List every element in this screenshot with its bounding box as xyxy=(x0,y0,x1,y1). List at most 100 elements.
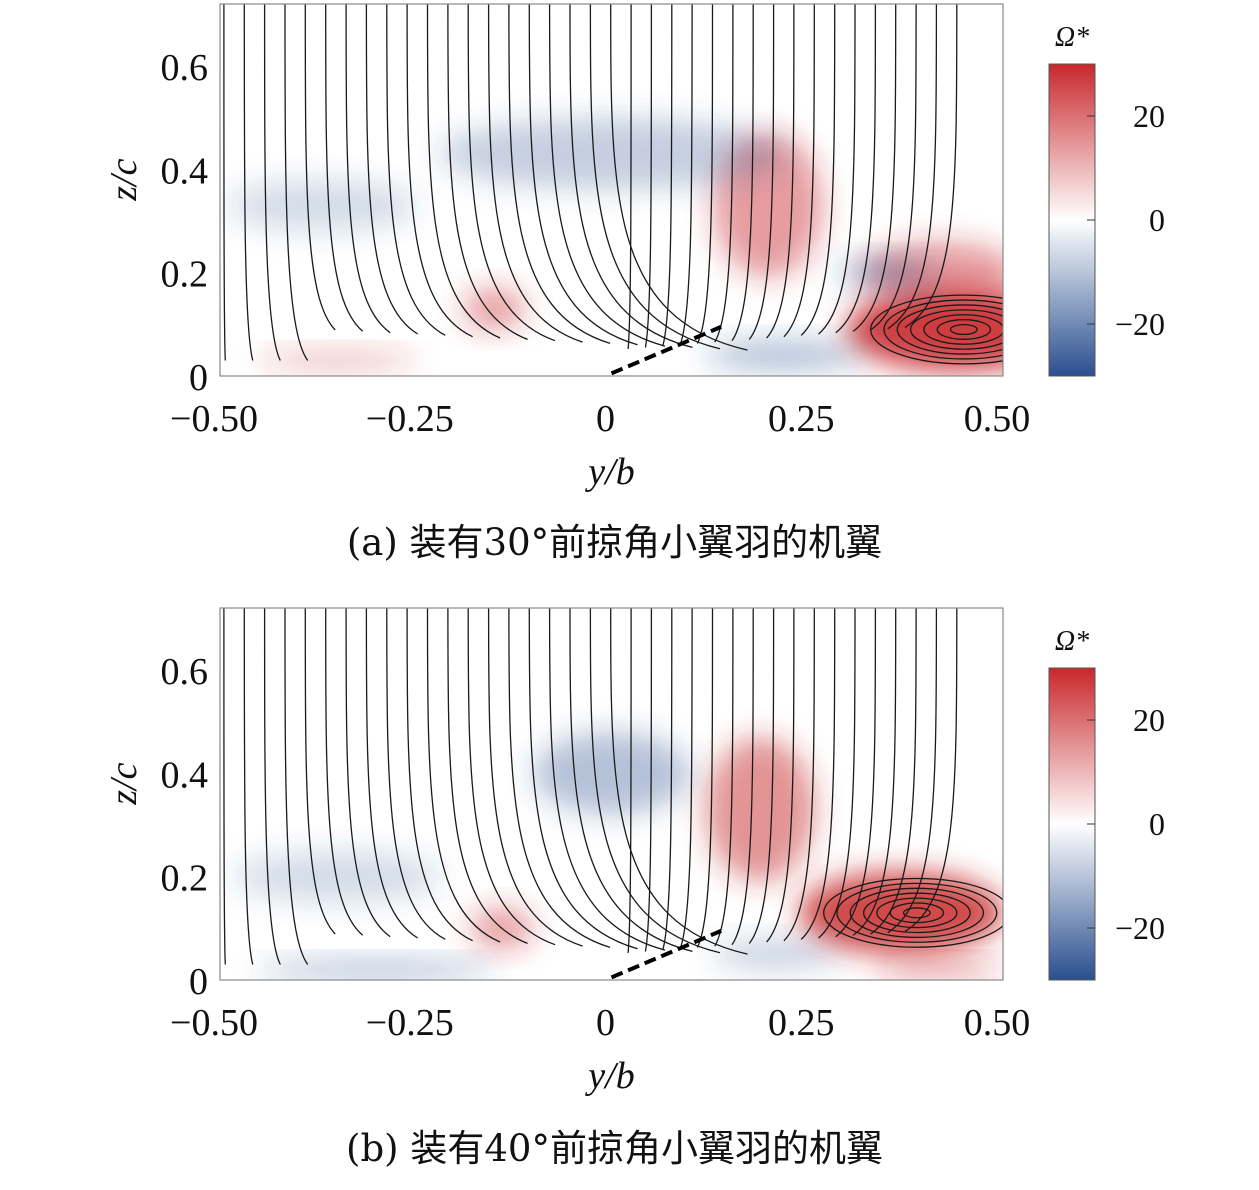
streamline-17 xyxy=(548,608,666,951)
streamline-36 xyxy=(887,608,938,934)
streamline-35 xyxy=(870,608,917,935)
y-tick-label-3: 0.4 xyxy=(161,150,209,192)
x-tick-label-1: −0.50 xyxy=(170,398,258,440)
streamline-2 xyxy=(243,4,254,361)
colorbar-tick-label-3: 20 xyxy=(1133,98,1165,134)
alula-trace xyxy=(610,929,722,980)
vortex-ring-1 xyxy=(949,323,978,336)
x-tick-label-2: −0.25 xyxy=(366,1002,454,1044)
streamlines xyxy=(223,608,1003,980)
streamline-24 xyxy=(679,4,693,346)
streamline-25 xyxy=(696,608,714,948)
streamline-18 xyxy=(569,4,693,349)
streamline-22 xyxy=(644,4,653,348)
streamline-13 xyxy=(467,608,556,946)
streamline-2 xyxy=(243,608,254,965)
y-tick-label-4: 0.6 xyxy=(161,47,209,89)
vortex-ring-5 xyxy=(849,887,985,939)
streamline-6 xyxy=(325,4,364,332)
y-tick-label-4: 0.6 xyxy=(161,651,209,693)
streamline-28 xyxy=(748,4,775,340)
streamline-37 xyxy=(904,608,958,932)
streamline-13 xyxy=(467,4,556,342)
streamlines xyxy=(223,4,1003,376)
streamline-9 xyxy=(386,608,446,940)
y-axis-label: z/c xyxy=(103,762,145,805)
plot-frame xyxy=(219,607,1004,981)
colorbar-label: Ω* xyxy=(1055,22,1089,53)
streamline-31 xyxy=(800,608,836,940)
streamline-4 xyxy=(284,608,309,965)
x-tick-label-2: −0.25 xyxy=(366,398,454,440)
streamline-24 xyxy=(679,608,693,950)
streamline-29 xyxy=(766,608,795,943)
caption-a: (a) 装有30°前掠角小翼羽的机翼 xyxy=(346,521,883,564)
streamline-3 xyxy=(263,608,281,965)
streamline-20 xyxy=(610,4,748,351)
streamline-29 xyxy=(766,4,795,339)
streamline-10 xyxy=(406,608,473,942)
caption-b: (b) 装有40°前掠角小翼羽的机翼 xyxy=(346,1127,883,1170)
vortex-ring-6 xyxy=(836,882,998,943)
streamline-1 xyxy=(223,608,226,965)
streamline-8 xyxy=(365,608,419,939)
vorticity-region-7 xyxy=(462,288,526,330)
vortex-streamlines xyxy=(870,294,1003,365)
streamline-15 xyxy=(508,4,611,345)
chart-b: −0.50 −0.25 0 0.25 0.50 0 0.2 0.4 0.6 y/b z/c −20 0 2… xyxy=(103,607,1165,1097)
streamline-32 xyxy=(818,4,856,335)
streamline-26 xyxy=(714,608,734,947)
y-tick-label-2: 0.2 xyxy=(161,858,209,900)
vorticity-region-4 xyxy=(235,850,440,903)
streamline-35 xyxy=(870,4,917,331)
vortex-ring-1 xyxy=(902,907,931,919)
streamline-19 xyxy=(589,608,721,954)
streamline-7 xyxy=(345,608,391,938)
streamline-9 xyxy=(386,4,446,336)
streamline-34 xyxy=(852,608,897,936)
streamline-21 xyxy=(627,608,632,953)
streamline-27 xyxy=(731,608,754,946)
streamline-19 xyxy=(589,4,721,350)
x-tick-label-1: −0.50 xyxy=(170,1002,258,1044)
y-tick-label-1: 0 xyxy=(189,961,208,1003)
vorticity-region-2 xyxy=(705,737,816,882)
streamline-18 xyxy=(569,608,693,953)
streamline-27 xyxy=(731,4,754,342)
streamline-6 xyxy=(325,608,364,936)
x-tick-label-4: 0.25 xyxy=(768,1002,835,1044)
colorbar-tick-label-1: −20 xyxy=(1115,910,1165,946)
streamline-15 xyxy=(508,608,611,949)
vortex-ring-4 xyxy=(909,309,1003,350)
vortex-streamlines xyxy=(823,877,1003,948)
vorticity-region-1 xyxy=(846,288,1003,371)
vortex-ring-6 xyxy=(883,299,1003,360)
streamline-31 xyxy=(800,4,836,336)
streamline-14 xyxy=(487,608,583,947)
vorticity-region-6 xyxy=(259,959,495,980)
vortex-ring-4 xyxy=(862,892,971,934)
streamline-14 xyxy=(487,4,583,343)
streamline-37 xyxy=(904,4,958,328)
y-tick-label-2: 0.2 xyxy=(161,254,209,296)
vortex-ring-3 xyxy=(923,314,1003,345)
y-tick-label-3: 0.4 xyxy=(161,754,209,796)
streamline-20 xyxy=(610,608,748,955)
colorbar-label: Ω* xyxy=(1055,626,1089,657)
plot-frame xyxy=(219,3,1004,377)
streamline-16 xyxy=(528,4,638,346)
colorbar-tick-label-2: 0 xyxy=(1149,806,1165,842)
streamline-12 xyxy=(447,4,528,341)
streamline-30 xyxy=(783,608,815,942)
vortex-ring-3 xyxy=(876,897,958,929)
streamline-25 xyxy=(696,4,714,344)
alula-trace xyxy=(610,325,722,376)
vortex-ring-2 xyxy=(889,902,945,924)
streamline-10 xyxy=(406,4,473,338)
colorbar-tick-label-2: 0 xyxy=(1149,202,1165,238)
y-axis-label: z/c xyxy=(103,158,145,201)
streamline-26 xyxy=(714,4,734,343)
streamline-23 xyxy=(662,4,673,347)
streamline-5 xyxy=(304,608,336,935)
colorbar-tick-label-3: 20 xyxy=(1133,702,1165,738)
